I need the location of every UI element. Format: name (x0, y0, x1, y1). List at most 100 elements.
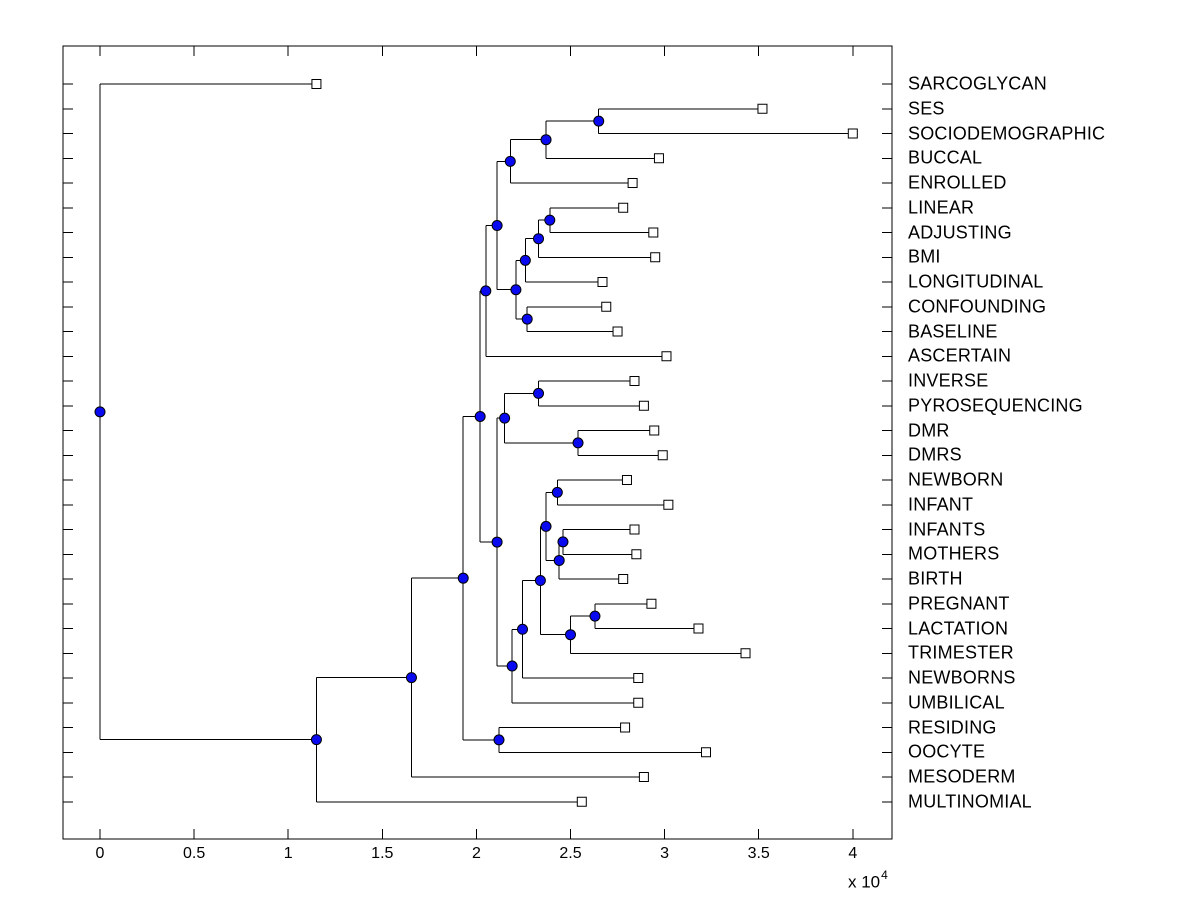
leaf-label-linear: LINEAR (908, 197, 975, 218)
leaf-label-pregnant: PREGNANT (908, 593, 1010, 614)
leaf-label-residing: RESIDING (908, 717, 997, 737)
leaf-label-enrolled: ENROLLED (908, 172, 1007, 193)
axes-box (62, 45, 893, 840)
leaf-label-infant: INFANT (908, 494, 974, 515)
leaf-marker (601, 301, 612, 312)
axis-multiplier-base: x 10 (848, 872, 881, 892)
internal-node-marker (553, 554, 565, 566)
leaf-label-newborn: NEWBORN (908, 469, 1004, 490)
leaf-marker (631, 549, 642, 560)
leaf-marker (657, 450, 668, 461)
leaf-marker (638, 400, 649, 411)
leaf-marker (650, 252, 661, 263)
leaf-label-infants: INFANTS (908, 519, 986, 539)
leaf-marker (757, 103, 768, 114)
internal-node-marker (533, 233, 545, 245)
leaf-label-mothers: MOTHERS (908, 543, 1000, 564)
leaf-label-buccal: BUCCAL (908, 147, 983, 168)
internal-node-marker (491, 536, 503, 548)
internal-node-marker (480, 285, 492, 297)
leaf-marker (638, 772, 649, 782)
internal-node-marker (499, 412, 511, 424)
tree-markers-group (94, 79, 858, 807)
leaf-label-ascertain: ASCERTAIN (908, 345, 1012, 366)
internal-node-marker (534, 575, 546, 587)
leaf-label-baseline: BASELINE (908, 321, 998, 341)
x-tick-label: 1.5 (371, 845, 394, 862)
internal-node-marker (572, 437, 584, 449)
internal-node-marker (474, 410, 486, 422)
x-tick-label: 2 (471, 845, 481, 862)
internal-node-marker (94, 406, 106, 418)
tree-edges-group (99, 83, 853, 803)
leaf-label-ses: SES (908, 98, 945, 119)
leaf-marker (627, 178, 638, 188)
internal-node-marker (506, 660, 518, 672)
leaf-marker (618, 202, 629, 213)
leaf-marker (648, 227, 659, 238)
x-tick-label: 0.5 (182, 845, 206, 862)
x-tick-label: 0 (95, 845, 105, 862)
internal-node-marker (551, 486, 563, 498)
internal-node-marker (557, 536, 569, 548)
leaf-marker (653, 153, 664, 164)
leaf-marker (663, 499, 674, 510)
axes-group (62, 45, 893, 840)
leaf-marker (620, 722, 631, 733)
leaf-label-umbilical: UMBILICAL (908, 692, 1005, 713)
leaf-label-adjusting: ADJUSTING (908, 222, 1012, 242)
leaf-label-lactation: LACTATION (908, 618, 1009, 638)
internal-node-marker (540, 134, 552, 146)
leaf-label-multinomial: MULTINOMIAL (908, 791, 1032, 812)
leaf-marker (693, 623, 704, 634)
leaf-label-mesoderm: MESODERM (908, 766, 1016, 787)
internal-node-marker (493, 734, 505, 746)
leaf-label-dmr: DMR (908, 420, 950, 440)
internal-node-marker (310, 734, 322, 746)
x-tick-label: 3 (660, 845, 670, 862)
leaf-marker (629, 376, 640, 386)
x-tick-label: 1 (283, 845, 293, 862)
leaf-marker (597, 277, 608, 287)
leaf-marker (701, 747, 712, 758)
x-tick-label: 3.5 (747, 845, 770, 862)
internal-node-marker (510, 284, 522, 296)
leaf-marker (576, 796, 587, 807)
leaf-label-sociodemographic: SOCIODEMOGRAPHIC (908, 123, 1106, 143)
leaf-marker (621, 475, 632, 485)
leaf-label-pyrosequencing: PYROSEQUENCING (908, 395, 1083, 416)
internal-node-marker (491, 220, 503, 232)
x-tick-label: 2.5 (559, 845, 582, 862)
leaf-marker (847, 128, 858, 139)
axis-multiplier-label: x 104 (848, 868, 888, 893)
axis-multiplier-exponent: 4 (881, 868, 888, 882)
leaf-marker (311, 79, 322, 89)
leaf-marker (646, 598, 657, 609)
leaf-label-oocyte: OOCYTE (908, 741, 986, 762)
leaf-marker (661, 351, 672, 362)
leaf-marker (618, 574, 629, 584)
leaf-marker (633, 673, 644, 683)
leaf-marker (633, 697, 644, 708)
leaf-label-newborns: NEWBORNS (908, 667, 1016, 688)
x-tick-label: 4 (848, 845, 858, 862)
leaf-marker (649, 425, 660, 436)
internal-node-marker (540, 520, 552, 532)
internal-node-marker (533, 387, 545, 399)
internal-node-marker (593, 115, 605, 127)
leaf-label-birth: BIRTH (908, 568, 963, 589)
internal-node-marker (504, 155, 516, 167)
internal-node-marker (544, 214, 556, 226)
leaf-label-dmrs: DMRS (908, 444, 962, 465)
internal-node-marker (565, 629, 576, 641)
leaf-marker (629, 524, 640, 535)
internal-node-marker (521, 313, 533, 325)
leaf-marker (740, 648, 751, 659)
leaf-label-trimester: TRIMESTER (908, 642, 1014, 663)
internal-node-marker (457, 572, 469, 584)
leaf-label-confounding: CONFOUNDING (908, 296, 1047, 317)
leaf-label-longitudinal: LONGITUDINAL (908, 271, 1044, 292)
leaf-label-inverse: INVERSE (908, 370, 989, 391)
